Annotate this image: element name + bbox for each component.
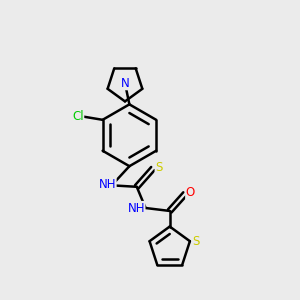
Text: Cl: Cl [72, 110, 84, 123]
Text: NH: NH [128, 202, 145, 214]
Text: S: S [193, 235, 200, 248]
Text: NH: NH [99, 178, 116, 191]
Text: N: N [121, 77, 129, 90]
Text: O: O [186, 186, 195, 199]
Text: S: S [155, 160, 163, 174]
